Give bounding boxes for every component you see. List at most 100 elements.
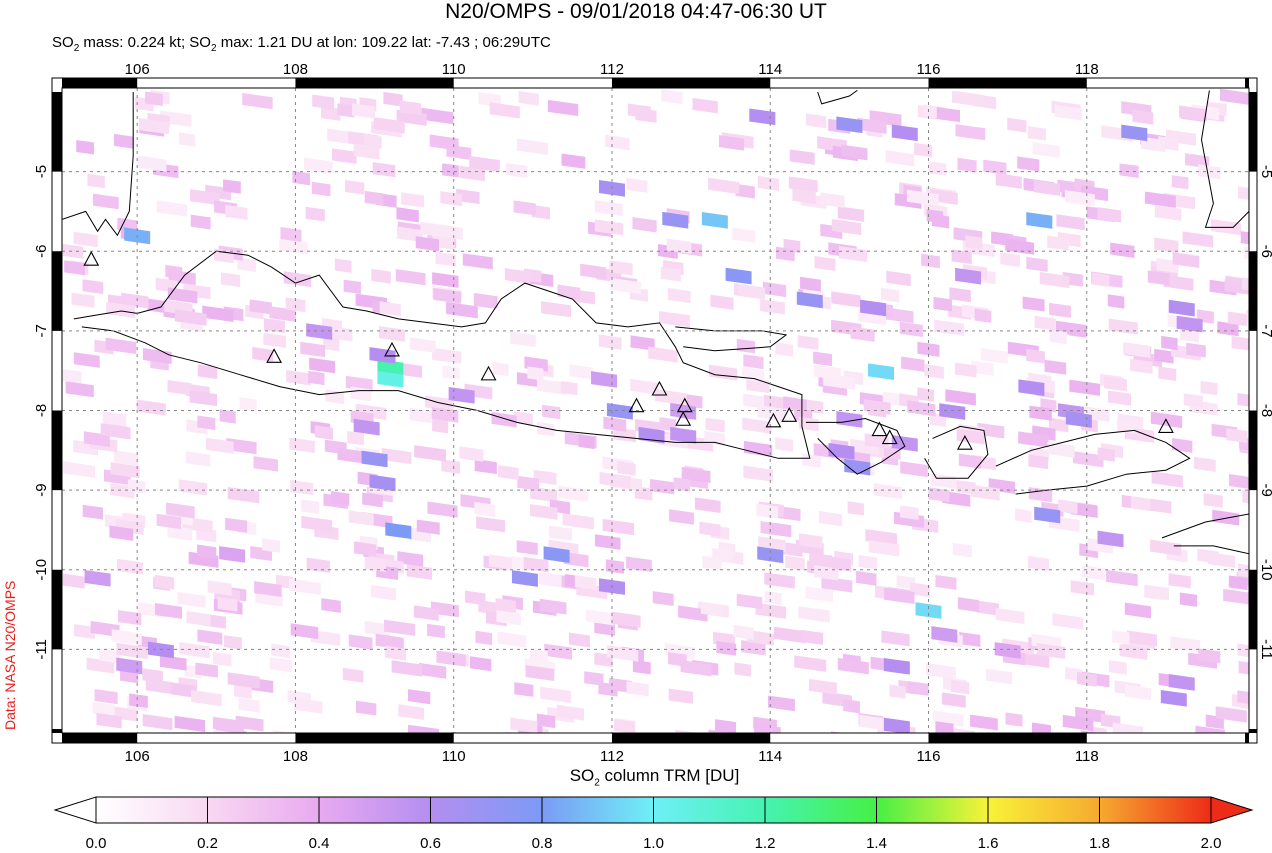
so2-pixel-background <box>809 552 833 568</box>
so2-pixel-background <box>831 218 862 236</box>
so2-pixel-background <box>1179 105 1207 122</box>
so2-pixel-background <box>1237 392 1249 409</box>
so2-pixel-background <box>506 162 528 178</box>
so2-pixel-background <box>1070 580 1095 596</box>
so2-pixel <box>994 642 1021 659</box>
so2-pixel-background <box>818 510 843 527</box>
so2-pixel-background <box>1161 335 1178 351</box>
so2-pixel-background <box>661 89 683 105</box>
volcano-marker <box>765 412 782 428</box>
so2-pixel-background <box>1028 486 1053 503</box>
so2-pixel-background <box>757 405 787 422</box>
so2-pixel-background <box>857 117 887 134</box>
so2-pixel-background <box>734 662 752 677</box>
so2-pixel-background <box>513 200 536 216</box>
so2-pixel-background <box>594 219 624 236</box>
so2-pixel-background <box>609 260 633 276</box>
so2-pixel-background <box>669 509 694 525</box>
so2-pixel-background <box>609 677 632 693</box>
so2-pixel-background <box>1064 190 1095 207</box>
so2-pixel-background <box>1029 405 1052 421</box>
so2-pixel-background <box>1144 584 1170 601</box>
so2-pixel-background <box>154 574 175 590</box>
so2-pixel <box>725 267 752 285</box>
so2-pixel-background <box>605 134 630 151</box>
so2-pixel-background <box>1200 380 1218 396</box>
so2-pixel-background <box>764 590 782 606</box>
volcano-layer <box>83 251 1174 450</box>
lon-tick-label-bottom: 108 <box>283 748 308 765</box>
coastline <box>62 92 134 237</box>
so2-pixel-background <box>594 200 623 217</box>
so2-pixel-background <box>926 662 956 680</box>
so2-pixel <box>306 323 333 340</box>
so2-pixel <box>931 626 958 643</box>
so2-pixel-background <box>286 370 311 386</box>
so2-pixel-background <box>1023 652 1050 668</box>
so2-pixel-background <box>1026 348 1045 364</box>
so2-pixel-background <box>814 565 839 581</box>
so2-pixel-background <box>949 727 975 733</box>
so2-pixel-background <box>1185 153 1210 169</box>
so2-pixel <box>749 108 776 126</box>
colorbar-tick-label: 1.6 <box>978 835 999 852</box>
so2-pixel-background <box>873 483 903 500</box>
so2-pixel-background <box>292 170 310 186</box>
volcano-marker <box>956 434 973 450</box>
frame-bar-left <box>52 251 62 331</box>
so2-pixel-background <box>983 159 1007 175</box>
so2-pixel-background <box>379 326 406 342</box>
so2-pixel-background <box>348 634 373 650</box>
so2-pixel-background <box>432 419 449 434</box>
so2-pixel-background <box>881 630 910 647</box>
colorbar: 0.0 0.2 0.4 0.6 0.8 1.0 1.2 1.4 1.6 1.8 2.0 <box>53 796 1254 852</box>
so2-pixel-background <box>736 338 756 354</box>
so2-pixel-background <box>1130 358 1153 374</box>
so2-pixel-background <box>995 173 1022 189</box>
so2-pixel-background <box>410 337 436 353</box>
so2-pixel-background <box>650 479 675 495</box>
colorbar-tick-label: 1.4 <box>866 835 887 852</box>
so2-pixel-background <box>62 243 84 259</box>
so2-pixel <box>1121 124 1148 142</box>
so2-pixel-background <box>395 269 426 286</box>
so2-pixel-background <box>1090 726 1107 733</box>
lat-tick-label-left: -9 <box>33 483 50 496</box>
lat-tick-label-left: -11 <box>33 639 50 660</box>
so2-pixel-background <box>880 287 900 303</box>
so2-pixel-background <box>495 598 516 613</box>
so2-pixel-background <box>858 554 878 570</box>
so2-pixel-layer <box>62 88 1249 733</box>
so2-pixel-background <box>710 294 734 310</box>
so2-pixel-background <box>504 268 530 284</box>
so2-pixel <box>1168 674 1195 691</box>
so2-pixel-background <box>427 501 458 518</box>
so2-pixel-background <box>294 697 323 714</box>
so2-pixel-background <box>1022 296 1045 312</box>
so2-pixel-background <box>414 445 447 462</box>
so2-pixel <box>606 403 633 420</box>
so2-pixel-background <box>924 364 944 379</box>
so2-pixel-background <box>995 608 1025 625</box>
so2-pixel-background <box>574 575 597 591</box>
so2-pixel-background <box>1112 630 1130 645</box>
so2-pixel-background <box>429 134 459 151</box>
so2-pixel-background <box>314 425 334 440</box>
so2-pixel-background <box>1180 327 1199 343</box>
so2-pixel-background <box>933 296 952 312</box>
so2-pixel <box>1065 411 1092 428</box>
so2-pixel-background <box>348 510 374 526</box>
so2-pixel-background <box>142 714 173 731</box>
so2-pixel-background <box>364 620 390 637</box>
so2-pixel-background <box>1108 318 1138 335</box>
coastline <box>805 417 906 475</box>
so2-pixel-background <box>491 411 517 428</box>
so2-pixel-background <box>1183 393 1203 408</box>
so2-pixel-background <box>763 394 785 410</box>
so2-pixel-background <box>970 484 1000 501</box>
lon-tick-label-bottom: 116 <box>917 748 941 765</box>
coastline <box>924 425 989 479</box>
so2-pixel <box>1168 299 1195 317</box>
lon-tick-label-top: 114 <box>758 61 782 78</box>
so2-pixel-background <box>1227 311 1247 327</box>
